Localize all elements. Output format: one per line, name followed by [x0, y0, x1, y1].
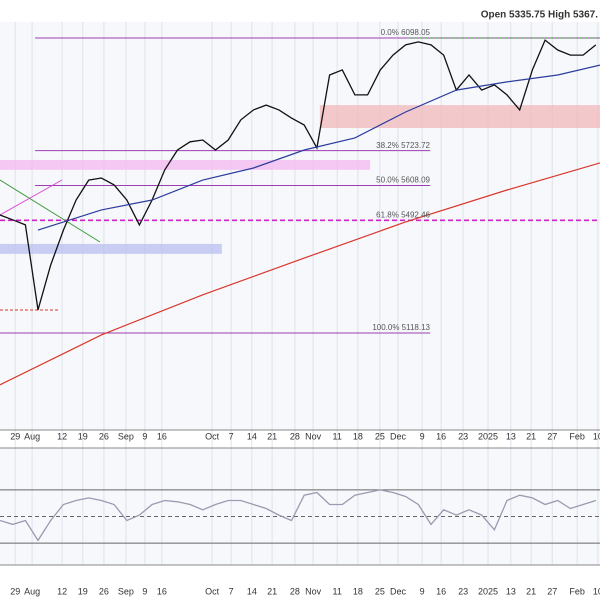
fib-label: 38.2% 5723.72 — [376, 141, 430, 150]
x-tick-label: 7 — [229, 431, 234, 441]
x-tick-label: Aug — [24, 431, 40, 441]
zone — [0, 159, 371, 170]
x-tick-label: Nov — [305, 431, 322, 441]
series — [0, 39, 600, 542]
x-tick-label: 23 — [458, 586, 468, 596]
x-tick-label: 10 — [593, 431, 600, 441]
x-tick-label: Feb — [569, 586, 585, 596]
trendline — [0, 179, 101, 243]
x-tick-label: 16 — [436, 431, 446, 441]
x-tick-label: 25 — [375, 586, 385, 596]
grid — [14, 22, 599, 565]
x-tick-label: 28 — [290, 431, 300, 441]
x-tick-label: 19 — [78, 431, 88, 441]
x-tick-label: 21 — [526, 431, 536, 441]
x-tick-label: 26 — [99, 586, 109, 596]
x-tick-label: Aug — [24, 586, 40, 596]
x-tick-label: 28 — [290, 586, 300, 596]
x-tick-label: 27 — [547, 431, 557, 441]
fib-label: 50.0% 5608.09 — [376, 176, 430, 185]
x-tick-label: 13 — [506, 431, 516, 441]
x-tick-label: 27 — [547, 586, 557, 596]
x-tick-label: Sep — [118, 586, 134, 596]
x-tick-label: 25 — [375, 431, 385, 441]
fib-label: 0.0% 6098.05 — [381, 28, 431, 37]
x-tick-label: 2025 — [478, 431, 498, 441]
x-tick-label: 9 — [142, 431, 147, 441]
x-tick-label: 12 — [57, 431, 67, 441]
x-tick-label: Sep — [118, 431, 134, 441]
x-tick-label: 9 — [420, 431, 425, 441]
x-tick-label: 26 — [99, 431, 109, 441]
x-tick-label: 21 — [267, 586, 277, 596]
zone — [319, 105, 600, 128]
x-tick-label: 13 — [506, 586, 516, 596]
x-tick-label: Nov — [305, 586, 322, 596]
x-tick-label: 12 — [57, 586, 67, 596]
x-tick-label: 11 — [333, 431, 342, 441]
x-tick-label: Feb — [569, 431, 585, 441]
x-tick-label: Oct — [205, 586, 220, 596]
zone — [0, 243, 222, 254]
indicator-panel — [0, 448, 600, 565]
series-line — [37, 64, 600, 231]
header: Open 5335.75 High 5367. — [481, 10, 599, 21]
price-panel — [0, 22, 600, 430]
series-line — [0, 39, 597, 311]
x-tick-label: 21 — [526, 586, 536, 596]
x-tick-label: 10 — [593, 586, 600, 596]
x-tick-label: 16 — [436, 586, 446, 596]
x-tick-label: Oct — [205, 431, 220, 441]
x-tick-label: 14 — [247, 586, 257, 596]
x-tick-label: 9 — [142, 586, 147, 596]
x-tick-label: 9 — [420, 586, 425, 596]
x-tick-label: 29 — [10, 431, 20, 441]
zones — [0, 105, 600, 254]
x-tick-label: Dec — [390, 586, 407, 596]
series-line — [0, 162, 600, 386]
fib-label: 100.0% 5118.13 — [372, 323, 430, 332]
x-tick-label: 16 — [157, 586, 167, 596]
x-tick-label: 18 — [353, 431, 363, 441]
x-tick-label: 19 — [78, 586, 88, 596]
fib-label: 61.8% 5492.46 — [376, 210, 430, 219]
x-tick-label: 23 — [458, 431, 468, 441]
x-tick-label: 14 — [247, 431, 257, 441]
x-tick-label: Dec — [390, 431, 407, 441]
x-tick-label: 29 — [10, 586, 20, 596]
x-tick-label: 18 — [353, 586, 363, 596]
x-tick-label: 16 — [157, 431, 167, 441]
trendline — [0, 179, 63, 216]
x-tick-label: 7 — [229, 586, 234, 596]
series-line — [0, 489, 596, 542]
x-tick-label: 11 — [333, 586, 342, 596]
x-tick-label: 21 — [267, 431, 277, 441]
x-tick-label: 2025 — [478, 586, 498, 596]
